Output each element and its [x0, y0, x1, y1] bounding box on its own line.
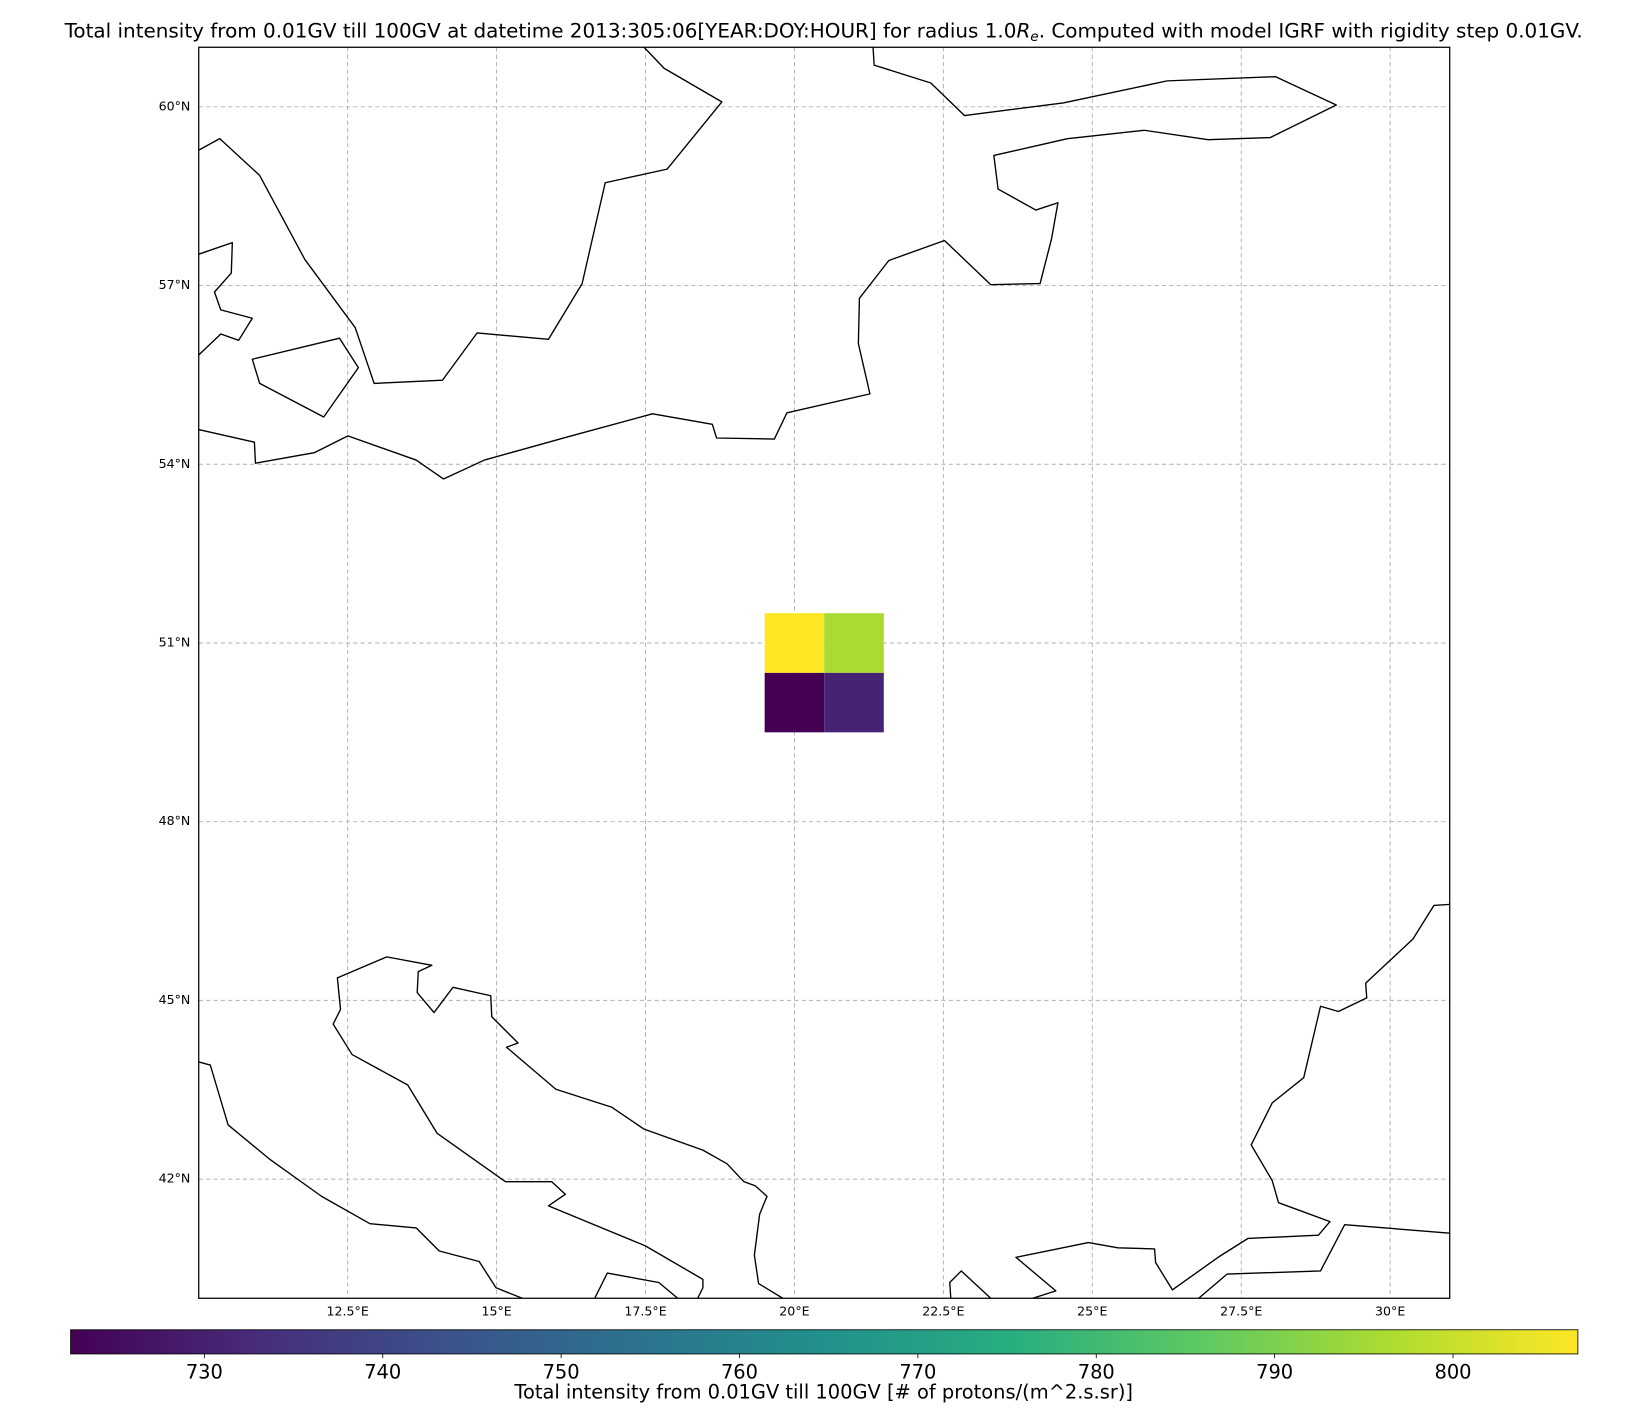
- coastline: [1198, 1224, 1450, 1299]
- coastline: [198, 1061, 523, 1299]
- heatmap-cell: [764, 613, 825, 673]
- coastline: [251, 337, 360, 418]
- colorbar-tick-label: 790: [1256, 1360, 1293, 1383]
- map-frame: [198, 46, 1451, 1299]
- colorbar-tick-label: 780: [1078, 1360, 1115, 1383]
- coastline: [198, 241, 253, 356]
- heatmap: [764, 613, 884, 733]
- x-tick-label: 17.5°E: [624, 1303, 666, 1318]
- x-tick-label: 30°E: [1375, 1303, 1405, 1318]
- coastline: [198, 47, 1337, 480]
- colorbar-tick-label: 740: [364, 1360, 401, 1383]
- coastline: [594, 1272, 679, 1299]
- axis-labels: 12.5°E 15°E 17.5°E 20°E 22.5°E 25°E 27.5°E 30°E…: [159, 98, 1406, 1318]
- heatmap-cell: [824, 613, 884, 673]
- y-tick-label: 51°N: [159, 634, 191, 649]
- colorbar: 730 740 750 760 770 780 790 800: [70, 1329, 1579, 1383]
- y-tick-label: 48°N: [159, 813, 191, 828]
- coastline: [332, 956, 784, 1299]
- colorbar-tick-label: 730: [186, 1360, 223, 1383]
- colorbar-tick-label: 770: [899, 1360, 936, 1383]
- colorbar-tick-label: 750: [543, 1360, 580, 1383]
- x-tick-label: 27.5°E: [1220, 1303, 1262, 1318]
- y-tick-label: 45°N: [159, 992, 191, 1007]
- coastlines: [198, 47, 1450, 1299]
- x-tick-label: 12.5°E: [327, 1303, 369, 1318]
- heatmap-cell: [764, 672, 825, 733]
- colorbar-label: Total intensity from 0.01GV till 100GV […: [513, 1380, 1133, 1403]
- coastline: [198, 47, 723, 385]
- title-subscript: e: [1030, 29, 1038, 45]
- title-text: Total intensity from 0.01GV till 100GV a…: [64, 18, 1017, 42]
- x-tick-label: 20°E: [779, 1303, 809, 1318]
- title-text: . Computed with model IGRF with rigidity…: [1039, 18, 1583, 42]
- coastline: [949, 1270, 992, 1299]
- colorbar-tick-label: 760: [721, 1360, 758, 1383]
- colorbar-tick-label: 800: [1434, 1360, 1471, 1383]
- y-tick-label: 60°N: [159, 98, 191, 113]
- x-tick-label: 15°E: [481, 1303, 511, 1318]
- x-tick-label: 25°E: [1077, 1303, 1107, 1318]
- title-symbol: R: [1016, 18, 1030, 42]
- colorbar-gradient: [70, 1329, 1579, 1355]
- chart-title: Total intensity from 0.01GV till 100GV a…: [64, 18, 1583, 45]
- grid: [198, 47, 1450, 1299]
- coastline: [1015, 903, 1450, 1299]
- heatmap-cell: [824, 672, 884, 733]
- y-tick-label: 54°N: [159, 456, 191, 471]
- x-tick-label: 22.5°E: [922, 1303, 964, 1318]
- y-tick-label: 57°N: [159, 277, 191, 292]
- y-tick-label: 42°N: [159, 1171, 191, 1186]
